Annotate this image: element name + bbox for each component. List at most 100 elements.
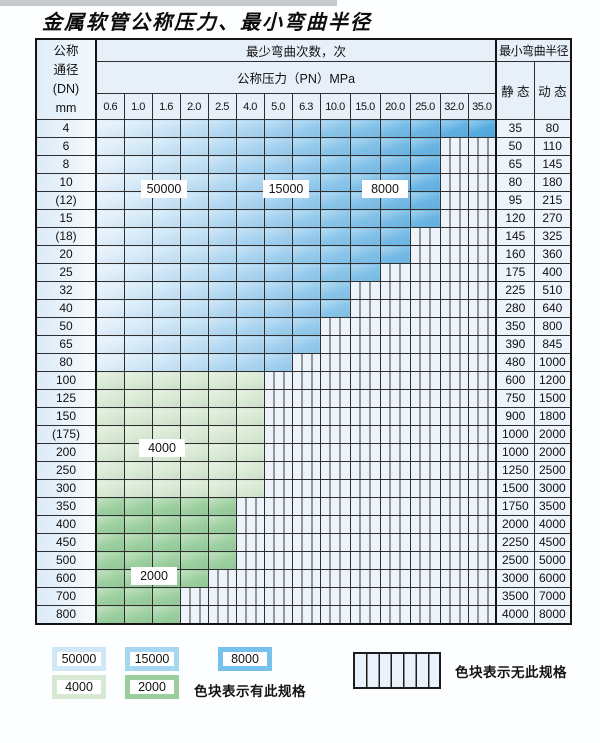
cycle-cell: [263, 119, 293, 138]
static-value-cell: 900: [495, 407, 535, 426]
cycle-cell: [179, 263, 209, 282]
cycle-cell: [95, 497, 125, 516]
pressure-value-header: 2.5: [207, 93, 237, 120]
table-row: 20 160 360: [35, 245, 572, 264]
table-row: 350 1750 3500: [35, 497, 572, 516]
cycle-cell: [263, 245, 293, 264]
cycle-cell: [123, 137, 153, 156]
static-value-cell: 350: [495, 317, 535, 336]
cycle-cell: [263, 353, 293, 372]
dynamic-value-cell: 400: [533, 263, 572, 282]
cycle-cell: [95, 515, 125, 534]
cycle-cell: [151, 209, 181, 228]
cycle-cell: [235, 335, 265, 354]
dn-cell: 65: [35, 335, 97, 354]
nospec-cell: [467, 173, 497, 192]
cycle-cell: [123, 371, 153, 390]
cycle-cell: [151, 497, 181, 516]
cycle-label-4000: 4000: [139, 439, 185, 457]
pressure-value-header: 1.6: [151, 93, 181, 120]
nospec-cell: [349, 461, 381, 480]
cycle-cell: [235, 245, 265, 264]
cycle-cell: [291, 227, 321, 246]
pressure-value-header: 25.0: [409, 93, 441, 120]
nospec-cell: [263, 425, 293, 444]
cycle-cell: [123, 389, 153, 408]
cycle-cell: [207, 137, 237, 156]
nospec-cell: [409, 551, 441, 570]
nospec-cell: [409, 605, 441, 625]
cycle-cell: [95, 335, 125, 354]
table-row: (18) 145 325: [35, 227, 572, 246]
cycle-cell: [151, 587, 181, 606]
pressure-value-header: 5.0: [263, 93, 293, 120]
nospec-cell: [379, 425, 411, 444]
cycle-cell: [95, 227, 125, 246]
nospec-cell: [291, 605, 321, 625]
nospec-cell: [349, 587, 381, 606]
nospec-cell: [263, 605, 293, 625]
cycle-cell: [151, 407, 181, 426]
cycle-cell: [379, 119, 411, 138]
cycle-cell: [95, 605, 125, 625]
cycle-cell: [235, 317, 265, 336]
static-value-cell: 35: [495, 119, 535, 138]
cycle-cell: [319, 299, 351, 318]
cycle-cell: [95, 461, 125, 480]
legend-box-4000: 4000: [52, 675, 106, 699]
nospec-cell: [291, 461, 321, 480]
cycle-cell: [95, 263, 125, 282]
nospec-cell: [207, 605, 237, 625]
dynamic-value-cell: 80: [533, 119, 572, 138]
nospec-cell: [263, 407, 293, 426]
nospec-cell: [409, 227, 441, 246]
nospec-cell: [349, 479, 381, 498]
cycle-cell: [379, 137, 411, 156]
nospec-cell: [439, 353, 469, 372]
cycle-cell: [179, 569, 209, 588]
cycle-label-15000: 15000: [263, 180, 309, 198]
nospec-cell: [467, 191, 497, 210]
cycle-cell: [179, 389, 209, 408]
cycle-cell: [379, 209, 411, 228]
pressure-value-header: 4.0: [235, 93, 265, 120]
dn-cell: 20: [35, 245, 97, 264]
cycle-cell: [179, 317, 209, 336]
cycle-cell: [319, 191, 351, 210]
static-value-cell: 1750: [495, 497, 535, 516]
nospec-cell: [467, 371, 497, 390]
pressure-values-row: 0.6 1.0 1.6 2.0 2.5 4.0 5.0 6.3 10.0 15.0 20.0 25.0…: [36, 93, 571, 120]
nospec-cell: [235, 551, 265, 570]
nospec-cell: [439, 389, 469, 408]
cycle-cell: [467, 119, 497, 138]
cycle-cell: [235, 173, 265, 192]
nospec-cell: [207, 569, 237, 588]
nospec-cell: [291, 569, 321, 588]
dynamic-value-cell: 640: [533, 299, 572, 318]
cycle-cell: [151, 479, 181, 498]
dn-cell: 300: [35, 479, 97, 498]
nospec-cell: [409, 497, 441, 516]
nospec-cell: [235, 569, 265, 588]
nospec-cell: [409, 371, 441, 390]
nospec-cell: [409, 587, 441, 606]
cycle-cell: [263, 155, 293, 174]
dynamic-value-cell: 4000: [533, 515, 572, 534]
cycle-cell: [151, 137, 181, 156]
nospec-cell: [409, 299, 441, 318]
cycle-cell: [291, 155, 321, 174]
nospec-cell: [291, 353, 321, 372]
cycle-cell: [123, 281, 153, 300]
table-body: 4 35 80 6 50 110 8 65 145 10 80 180 (12) 95 215 15 120 27…: [35, 119, 572, 625]
nospec-cell: [319, 569, 351, 588]
cycle-cell: [207, 263, 237, 282]
static-value-cell: 160: [495, 245, 535, 264]
cycle-cell: [207, 335, 237, 354]
cycle-cell: [319, 263, 351, 282]
cycle-cell: [409, 173, 441, 192]
static-value-cell: 95: [495, 191, 535, 210]
nospec-cell: [409, 461, 441, 480]
nospec-cell: [409, 443, 441, 462]
cycle-cell: [151, 299, 181, 318]
cycle-cell: [409, 137, 441, 156]
